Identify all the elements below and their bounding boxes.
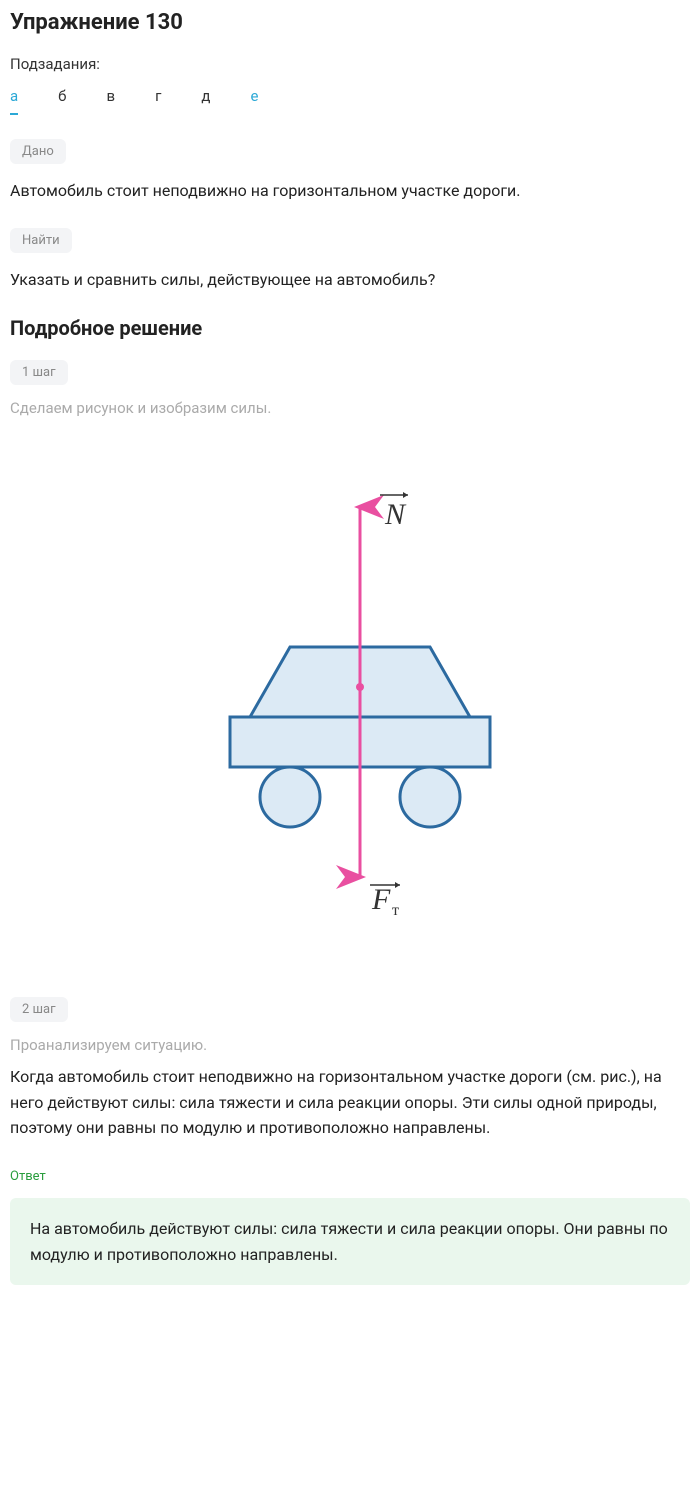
tab-g[interactable]: г [155, 87, 161, 115]
find-badge: Найти [10, 228, 72, 253]
answer-badge: Ответ [10, 1169, 46, 1184]
tab-v[interactable]: в [106, 87, 115, 115]
svg-text:F: F [371, 883, 391, 916]
tab-a[interactable]: а [10, 87, 18, 115]
given-badge: Дано [10, 139, 66, 164]
tab-d[interactable]: д [201, 87, 210, 115]
svg-text:N: N [384, 498, 407, 531]
find-text: Указать и сравнить силы, действующее на … [10, 267, 690, 293]
step2-intro: Проанализируем ситуацию. [10, 1036, 690, 1054]
tab-b[interactable]: б [58, 87, 66, 115]
solution-title: Подробное решение [10, 316, 690, 340]
tab-e[interactable]: е [250, 87, 258, 115]
diagram-svg: N Fт [170, 477, 530, 917]
subtasks-label: Подзадания: [10, 55, 690, 73]
step1-badge: 1 шаг [10, 360, 68, 385]
exercise-title: Упражнение 130 [10, 10, 690, 35]
subtask-tabs: а б в г д е [10, 87, 690, 115]
svg-text:т: т [392, 902, 399, 917]
step1-text: Сделаем рисунок и изобразим силы. [10, 399, 690, 417]
force-diagram: N Fт [10, 477, 690, 917]
step2-text: Когда автомобиль стоит неподвижно на гор… [10, 1064, 690, 1141]
answer-box: На автомобиль действуют силы: сила тяжес… [10, 1198, 690, 1285]
given-text: Автомобиль стоит неподвижно на горизонта… [10, 178, 690, 204]
step2-badge: 2 шаг [10, 997, 68, 1022]
